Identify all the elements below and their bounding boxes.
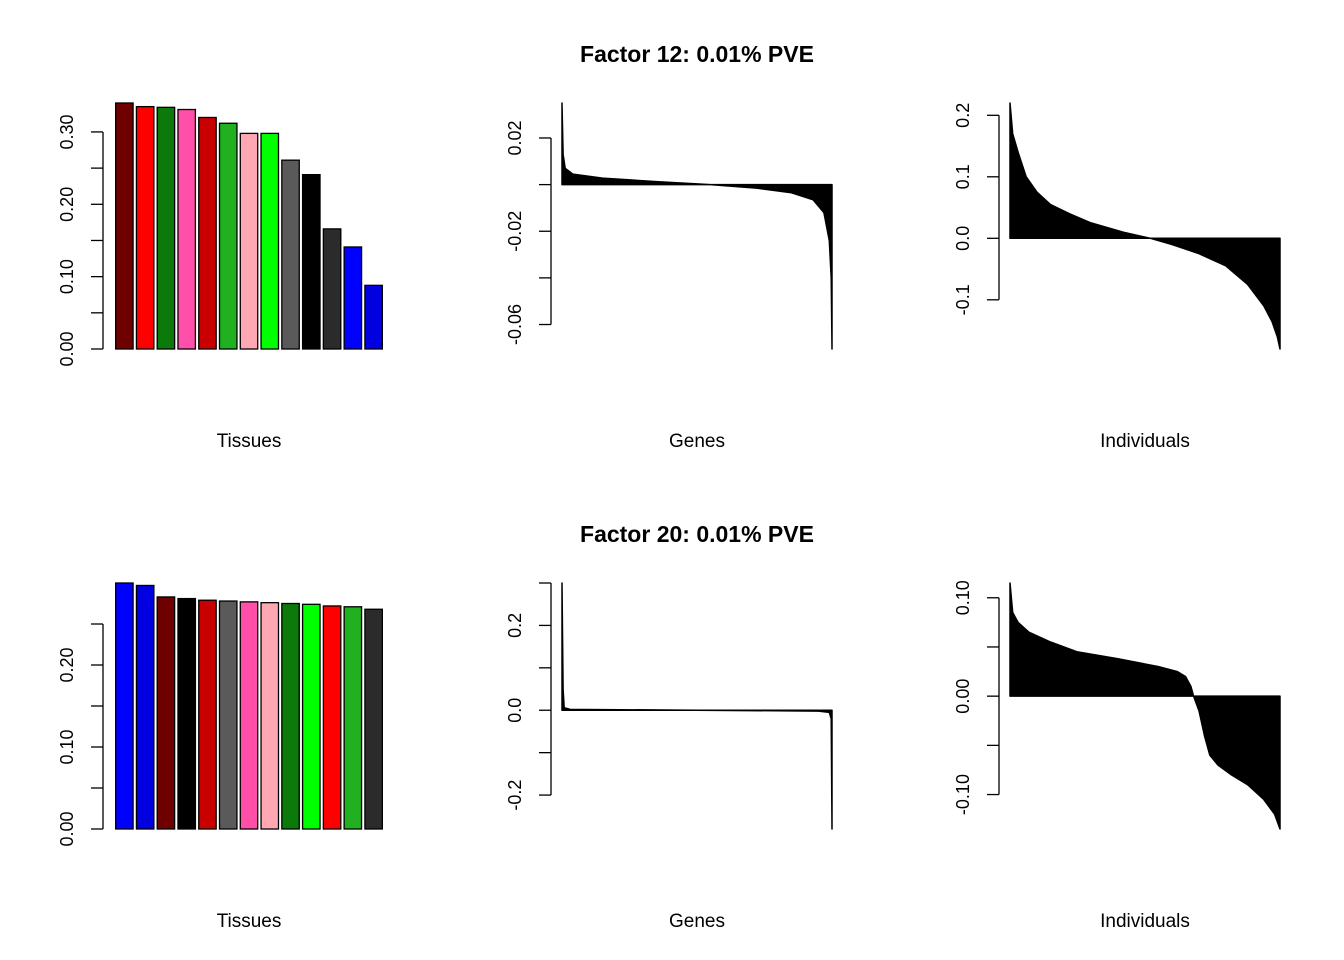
genes-area-chart-factor-20: -0.2 0.0 0.2 <box>505 582 833 830</box>
r1-tissues-bar-12 <box>343 246 363 350</box>
r2-individuals-y-tick-label: -0.10 <box>953 774 973 815</box>
r1-tissues-bar-13 <box>364 284 383 350</box>
r1-tissues-bar-2 <box>135 105 155 350</box>
r2-genes-loading-area <box>561 582 833 830</box>
r2-genes-y-tick-label: 0.0 <box>505 698 525 723</box>
r1-tissues-bar-6 <box>218 122 238 350</box>
r1-tissues-bar-10 <box>301 173 321 350</box>
r2-tissues-bar-6 <box>218 600 238 830</box>
r1-tissues-bar-5 <box>198 116 217 350</box>
r2-tissues-y-tick-label: 0.00 <box>57 811 77 846</box>
r2-tissues-bar-8 <box>260 602 280 830</box>
individuals-area-chart-factor-20: -0.10 0.00 0.10 <box>953 580 1281 830</box>
r1-individuals-y-tick-label: 0.0 <box>953 226 973 251</box>
r2-tissues-bar-9 <box>281 602 300 830</box>
r1-individuals-y-tick-label: 0.2 <box>953 103 973 128</box>
r1-tissues-y-tick-label: 0.20 <box>57 187 77 222</box>
r1-tissues-bar-1 <box>115 102 134 350</box>
r2-tissues-bar-10 <box>301 603 321 830</box>
r1-genes-y-tick-label: -0.02 <box>505 211 525 252</box>
r2-tissues-bar-2 <box>135 584 155 830</box>
r1-tissues-y-tick-label: 0.30 <box>57 114 77 149</box>
r2-tissues-bar-3 <box>156 596 176 830</box>
individuals-xlabel-factor-12: Individuals <box>1100 431 1190 452</box>
r2-tissues-bar-7 <box>239 601 259 830</box>
r1-genes-y-tick-label: -0.06 <box>505 304 525 345</box>
genes-xlabel-factor-20: Genes <box>669 911 725 932</box>
r1-tissues-bar-4 <box>177 108 197 350</box>
factor-12-title: Factor 12: 0.01% PVE <box>580 41 814 67</box>
r2-genes-y-tick-label: 0.2 <box>505 613 525 638</box>
row-1: Factor 12: 0.01% PVE 0.00 0.10 0.20 0.30 Ti… <box>57 41 1281 452</box>
r2-tissues-bar-4 <box>177 597 197 830</box>
r1-tissues-y-tick-label: 0.00 <box>57 331 77 366</box>
r1-tissues-y-tick-label: 0.10 <box>57 259 77 294</box>
r1-individuals-y-tick-label: -0.1 <box>953 284 973 315</box>
individuals-area-chart-factor-12: -0.1 0.0 0.1 0.2 <box>953 102 1281 350</box>
r2-genes-y-tick-label: -0.2 <box>505 780 525 811</box>
r1-genes-loading-area <box>561 102 833 350</box>
tissues-xlabel-factor-20: Tissues <box>217 911 282 932</box>
r1-tissues-bar-8 <box>260 132 280 350</box>
factor-20-title: Factor 20: 0.01% PVE <box>580 521 814 547</box>
r1-tissues-bar-7 <box>239 132 259 350</box>
genes-xlabel-factor-12: Genes <box>669 431 725 452</box>
r2-tissues-bar-11 <box>322 605 342 830</box>
r1-tissues-bar-11 <box>322 228 342 350</box>
tissues-xlabel-factor-12: Tissues <box>217 431 282 452</box>
genes-area-chart-factor-12: -0.06 -0.02 0.02 <box>505 102 833 350</box>
r2-tissues-bar-1 <box>115 582 134 830</box>
r1-genes-y-tick-label: 0.02 <box>505 120 525 155</box>
r2-tissues-bar-13 <box>364 608 383 830</box>
r2-tissues-bar-5 <box>198 599 217 830</box>
row-2: Factor 20: 0.01% PVE 0.00 0.10 0.20 Tissue… <box>57 521 1281 932</box>
r2-individuals-loading-area <box>1009 582 1281 830</box>
r1-tissues-bar-3 <box>156 106 176 350</box>
r2-individuals-y-tick-label: 0.10 <box>953 580 973 615</box>
r2-tissues-bar-12 <box>343 606 363 830</box>
r2-tissues-y-tick-label: 0.10 <box>57 729 77 764</box>
r2-individuals-y-tick-label: 0.00 <box>953 679 973 714</box>
r1-individuals-y-tick-label: 0.1 <box>953 164 973 189</box>
r2-tissues-y-tick-label: 0.20 <box>57 647 77 682</box>
tissues-bar-chart-factor-20: 0.00 0.10 0.20 <box>57 582 383 847</box>
tissues-bar-chart-factor-12: 0.00 0.10 0.20 0.30 <box>57 102 383 367</box>
individuals-xlabel-factor-20: Individuals <box>1100 911 1190 932</box>
r1-individuals-loading-area <box>1009 102 1281 350</box>
r1-tissues-bar-9 <box>281 159 300 350</box>
